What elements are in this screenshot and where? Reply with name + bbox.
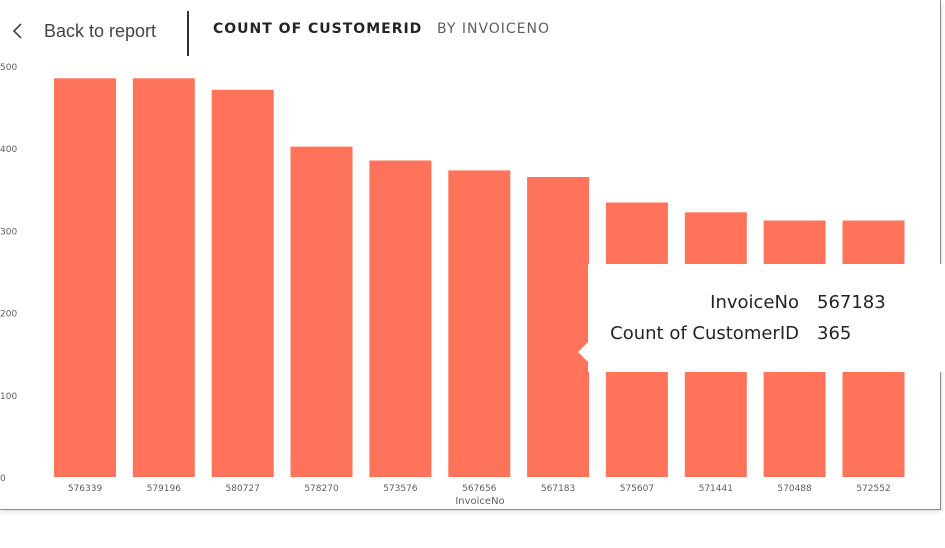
tooltip-label: Count of CustomerID [610, 323, 799, 344]
bar-567656[interactable] [448, 170, 511, 477]
back-to-report-label: Back to report [44, 20, 157, 41]
x-tick-label: 580727 [226, 484, 260, 494]
header-divider [187, 11, 189, 56]
bar-580727[interactable] [211, 89, 274, 478]
back-to-report-button[interactable]: Back to report [6, 14, 156, 48]
x-axis-title: InvoiceNo [455, 496, 504, 507]
visual-panel: Back to report COUNT OF CUSTOMERID BY IN… [0, 0, 941, 510]
x-tick-label: 576339 [68, 484, 103, 494]
y-tick-label: 400 [0, 145, 17, 155]
x-tick-label: 579196 [147, 484, 182, 494]
x-tick-label: 567656 [462, 484, 497, 494]
y-axis: 0 100 200 300 400 500 [0, 63, 17, 484]
y-tick-label: 500 [0, 63, 17, 73]
x-tick-label: 575607 [620, 484, 654, 494]
tooltip-label: InvoiceNo [710, 292, 799, 313]
x-axis: 576339 579196 580727 578270 573576 567656 5671… [68, 484, 891, 494]
y-tick-label: 100 [0, 392, 17, 402]
y-tick-label: 200 [0, 310, 17, 320]
x-tick-label: 573576 [383, 484, 418, 494]
x-tick-label: 572552 [856, 484, 890, 494]
tooltip-row-count: Count of CustomerID 365 [588, 323, 945, 353]
bar-567183[interactable] [527, 177, 590, 477]
focus-header: Back to report COUNT OF CUSTOMERID BY IN… [0, 0, 940, 64]
tooltip-value: 567183 [817, 292, 886, 313]
chevron-left-icon [6, 20, 28, 42]
x-tick-label: 571441 [699, 484, 733, 494]
tooltip-pointer [578, 342, 588, 362]
x-tick-label: 578270 [304, 484, 339, 494]
x-tick-label: 570488 [777, 484, 812, 494]
bar-576339[interactable] [54, 78, 116, 478]
tooltip-row-invoiceno: InvoiceNo 567183 [588, 292, 945, 322]
y-tick-label: 300 [0, 227, 17, 237]
visual-subtitle: BY INVOICENO [437, 21, 551, 37]
bar-579196[interactable] [132, 78, 195, 478]
data-tooltip: InvoiceNo 567183 Count of CustomerID 365 [578, 264, 945, 372]
y-tick-label: 0 [0, 474, 6, 484]
bar-chart: 0 100 200 300 400 500 576339 579196 580727 57827… [0, 63, 905, 507]
x-tick-label: 567183 [541, 484, 575, 494]
bar-578270[interactable] [290, 146, 353, 477]
bar-573576[interactable] [369, 160, 432, 478]
tooltip-value: 365 [817, 323, 852, 344]
visual-title: COUNT OF CUSTOMERID [213, 21, 423, 37]
